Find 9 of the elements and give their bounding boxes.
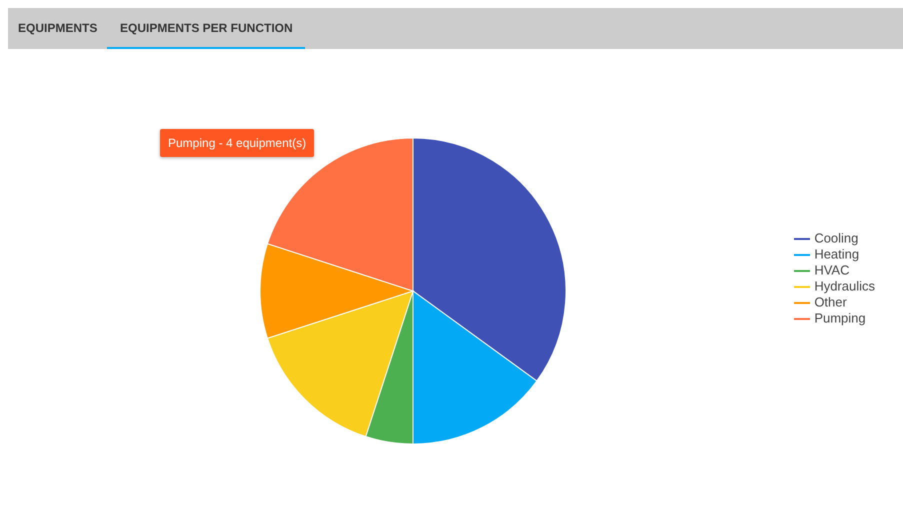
text: EQUIPMENTS PER FUNCTION: [107, 8, 306, 49]
legend-label: Cooling: [814, 230, 858, 246]
legend-label: Other: [814, 294, 847, 310]
legend-label: HVAC: [814, 262, 850, 278]
text: Pumping - 4 equipment(s): [160, 129, 314, 157]
legend-label: Heating: [814, 246, 860, 262]
text: EQUIPMENTS: [17, 20, 98, 36]
legend-label: Hydraulics: [814, 278, 875, 294]
legend-label: Pumping: [814, 310, 866, 326]
